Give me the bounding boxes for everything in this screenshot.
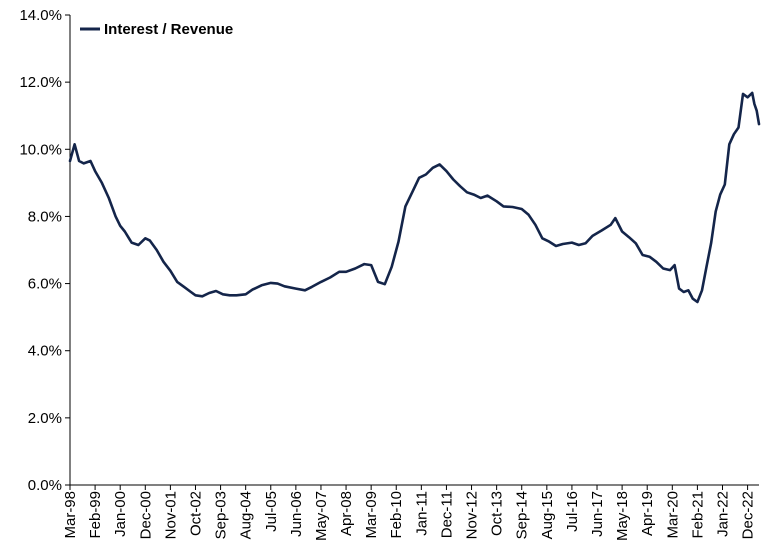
x-tick-label: Aug-04: [238, 491, 255, 539]
x-tick-label: Dec-22: [740, 491, 757, 539]
series-line-interest-revenue: [68, 91, 761, 304]
y-tick-label: 12.0%: [19, 74, 62, 91]
x-tick-label: Sep-14: [514, 491, 531, 539]
x-tick-label: Sep-03: [213, 491, 230, 539]
x-tick-label: Jan-22: [714, 491, 731, 537]
x-tick-label: Nov-12: [464, 491, 481, 539]
x-tick-label: Oct-13: [489, 491, 506, 536]
x-tick-label: Jul-05: [263, 491, 280, 532]
x-tick-label: Jan-11: [413, 491, 430, 536]
x-tick-label: Apr-08: [338, 491, 355, 536]
x-tick-label: Dec-11: [438, 491, 455, 538]
y-tick-label: 10.0%: [19, 141, 62, 158]
y-tick-label: 8.0%: [28, 208, 62, 225]
x-tick-label: May-07: [313, 491, 330, 541]
x-tick-label: Jun-06: [288, 491, 305, 537]
y-tick-label: 0.0%: [28, 477, 62, 494]
series: [68, 91, 761, 304]
y-axis: 0.0% 2.0% 4.0% 6.0% 8.0% 10.0% 12.0% 14.0%: [19, 7, 71, 494]
x-tick-label: Feb-99: [87, 491, 104, 539]
y-tick-label: 14.0%: [19, 7, 62, 24]
x-axis: Mar-98 Feb-99 Jan-00 Dec-00 Nov-01 Oct-02 Sep-…: [62, 484, 759, 541]
x-tick-label: Nov-01: [162, 491, 179, 539]
legend-label: Interest / Revenue: [104, 21, 233, 38]
x-tick-label: Dec-00: [137, 491, 154, 539]
x-tick-label: Jan-00: [112, 491, 129, 537]
y-tick-label: 2.0%: [28, 410, 62, 427]
x-tick-label: Feb-10: [388, 491, 405, 539]
x-tick-label: Mar-20: [664, 491, 681, 539]
x-tick-label: Aug-15: [539, 491, 556, 539]
x-tick-label: Mar-09: [363, 491, 380, 539]
x-tick-label: Oct-02: [187, 491, 204, 536]
x-tick-label: Feb-21: [689, 491, 706, 539]
legend: Interest / Revenue: [80, 21, 233, 38]
y-tick-label: 4.0%: [28, 343, 62, 360]
x-tick-label: Apr-19: [639, 491, 656, 536]
x-tick-label: Jun-17: [589, 491, 606, 537]
x-tick-label: Mar-98: [62, 491, 79, 539]
y-tick-label: 6.0%: [28, 276, 62, 293]
x-tick-label: May-18: [614, 491, 631, 541]
x-tick-label: Jul-16: [564, 491, 581, 532]
